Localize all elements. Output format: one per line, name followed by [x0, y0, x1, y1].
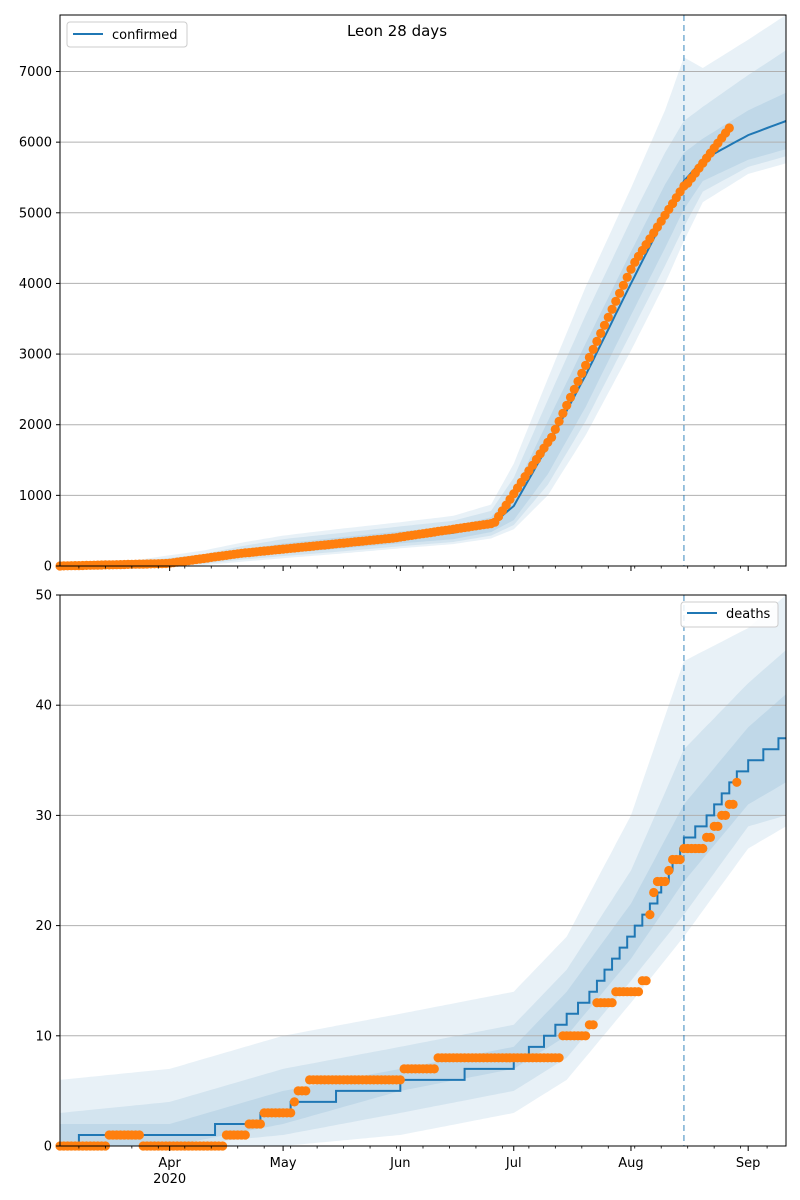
confirmed-observed-point [565, 392, 576, 402]
deaths-observed-point [289, 1097, 299, 1107]
deaths-band-2 [60, 650, 786, 1146]
confirmed-observed-point [573, 376, 583, 386]
deaths-band-1 [60, 694, 786, 1146]
deaths-observed-point [732, 777, 742, 787]
deaths-y-tick-label: 20 [35, 919, 52, 934]
confirmed-observed-point [622, 272, 632, 282]
deaths-y-tick-label: 50 [35, 589, 52, 604]
legend-box [680, 601, 779, 628]
confirmed-observed-point [562, 400, 572, 410]
confirmed-uncertainty-bands [60, 15, 786, 567]
confirmed-y-tick-label: 6000 [19, 136, 52, 151]
confirmed-panel: 0 1000 2000 3000 4000 5000 6000 7000 Leon 28 da… [19, 14, 787, 575]
deaths-observed-point [554, 1053, 564, 1063]
deaths-observed-point [720, 810, 731, 821]
deaths-uncertainty-bands [60, 595, 786, 1146]
confirmed-y-tick-label: 2000 [19, 418, 52, 433]
confirmed-observed-point [584, 352, 595, 362]
confirmed-observed-point [569, 384, 579, 394]
deaths-observed-point [645, 910, 655, 920]
deaths-x-tick-label: Jun [389, 1156, 410, 1171]
deaths-x-tick-label: Apr [158, 1156, 181, 1171]
confirmed-observed-point [581, 360, 591, 370]
deaths-x-tick-label: Aug [618, 1156, 643, 1171]
confirmed-y-tick-label: 7000 [19, 65, 52, 80]
deaths-observed-point [660, 876, 670, 887]
confirmed-observed-point [611, 296, 621, 306]
confirmed-observed-point [558, 408, 568, 418]
deaths-observed-point [240, 1130, 250, 1140]
deaths-observed-point [633, 987, 644, 997]
deaths-y-ticks: 0 10 20 30 40 50 [35, 589, 60, 1155]
deaths-observed-point [649, 887, 659, 898]
deaths-y-tick-label: 0 [44, 1140, 52, 1155]
confirmed-observed-points [55, 123, 734, 571]
confirmed-observed-point [603, 312, 613, 322]
legend-box [66, 21, 188, 48]
confirmed-y-tick-label: 1000 [19, 489, 52, 504]
confirmed-observed-point [607, 304, 617, 314]
deaths-observed-point [664, 865, 674, 876]
confirmed-observed-point [592, 336, 602, 346]
deaths-observed-point [728, 799, 738, 810]
confirmed-x-ticks [78, 566, 768, 571]
deaths-observed-point [705, 832, 716, 843]
legend-label-deaths: deaths [726, 607, 771, 622]
confirmed-band-1 [60, 92, 786, 566]
deaths-model-line [60, 737, 786, 1147]
deaths-x-tick-label: May [270, 1156, 297, 1171]
deaths-x-tick-label: Jul [505, 1156, 522, 1171]
confirmed-observed-point [615, 288, 625, 298]
confirmed-observed-point [577, 368, 587, 378]
chart-title: Leon 28 days [347, 22, 447, 40]
confirmed-observed-point [626, 264, 636, 274]
confirmed-observed-point [550, 424, 560, 434]
confirmed-y-tick-label: 4000 [19, 277, 52, 292]
confirmed-observed-point [554, 416, 564, 426]
confirmed-observed-point [588, 344, 598, 354]
confirmed-observed-point [618, 280, 629, 290]
confirmed-observed-point [599, 320, 610, 330]
confirmed-observed-point [547, 432, 557, 442]
deaths-y-tick-label: 10 [35, 1029, 52, 1044]
deaths-model-path [60, 737, 786, 1147]
legend-label-confirmed: confirmed [112, 28, 178, 43]
confirmed-y-tick-label: 0 [44, 560, 52, 575]
confirmed-observed-point [596, 328, 606, 338]
deaths-observed-point [698, 843, 708, 854]
confirmed-y-tick-label: 3000 [19, 348, 52, 363]
deaths-observed-point [301, 1086, 311, 1096]
deaths-x-tick-label: Sep [736, 1156, 761, 1171]
deaths-legend: deaths [680, 601, 779, 628]
confirmed-y-ticks: 0 1000 2000 3000 4000 5000 6000 7000 [19, 65, 60, 575]
deaths-observed-point [713, 821, 723, 832]
deaths-observed-point [134, 1130, 144, 1140]
confirmed-gridlines [60, 71, 786, 496]
confirmed-band-3 [60, 15, 786, 566]
deaths-observed-point [675, 854, 685, 865]
deaths-band-3 [60, 595, 786, 1146]
deaths-observed-point [255, 1119, 265, 1129]
confirmed-observed-point [724, 123, 734, 133]
confirmed-legend: confirmed [66, 21, 188, 48]
deaths-observed-point [395, 1075, 405, 1085]
deaths-observed-point [641, 976, 651, 986]
confirmed-y-tick-label: 5000 [19, 206, 52, 221]
deaths-gridlines [60, 594, 786, 1037]
deaths-y-tick-label: 30 [35, 809, 52, 824]
deaths-x-tick-year: 2020 [153, 1172, 186, 1187]
deaths-observed-point [607, 998, 617, 1008]
deaths-observed-point [588, 1020, 598, 1030]
confirmed-band-2 [60, 50, 786, 567]
deaths-observed-point [429, 1064, 439, 1074]
deaths-observed-point [286, 1108, 296, 1118]
deaths-y-tick-label: 40 [35, 699, 52, 714]
deaths-observed-point [581, 1031, 591, 1041]
